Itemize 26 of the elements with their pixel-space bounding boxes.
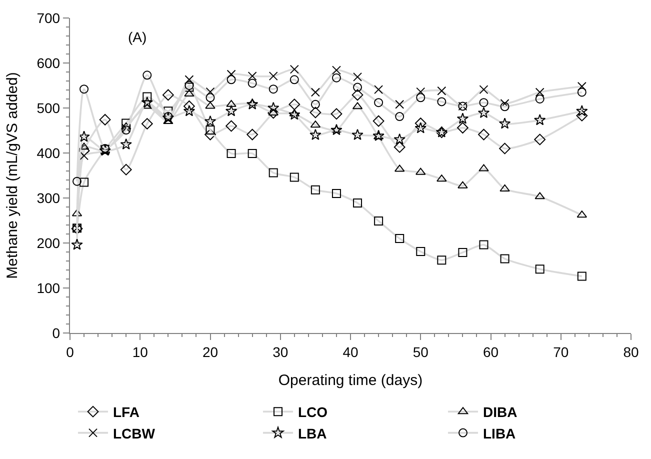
- legend-label: LCBW: [113, 425, 156, 442]
- x-tick-label: 0: [66, 344, 74, 360]
- x-axis-title: Operating time (days): [278, 372, 423, 389]
- y-tick-label: 300: [36, 190, 60, 206]
- x-tick-label: 80: [623, 344, 639, 360]
- y-tick-label: 700: [36, 10, 60, 26]
- y-tick-label: 400: [36, 144, 60, 161]
- legend-label: LFA: [113, 404, 140, 420]
- x-tick-label: 70: [553, 344, 569, 360]
- legend-label: LBA: [298, 425, 327, 442]
- legend-label: DIBA: [483, 404, 518, 420]
- x-tick-label: 10: [132, 344, 148, 360]
- x-tick-label: 60: [482, 344, 499, 360]
- x-tick-label: 50: [412, 344, 429, 360]
- x-tick-label: 30: [272, 344, 288, 360]
- y-axis-title: Methane yield (mL/gVS added): [4, 72, 21, 279]
- x-tick-label: 40: [342, 344, 358, 360]
- x-tick-label: 20: [202, 344, 218, 360]
- y-tick-label: 200: [36, 234, 60, 251]
- legend-label: LCO: [298, 404, 328, 420]
- y-tick-label: 600: [36, 54, 60, 71]
- y-tick-label: 100: [36, 280, 60, 296]
- legend-label: LIBA: [483, 425, 516, 442]
- y-tick-label: 0: [52, 324, 60, 341]
- annotation: (A): [128, 29, 147, 45]
- y-tick-label: 500: [36, 100, 60, 116]
